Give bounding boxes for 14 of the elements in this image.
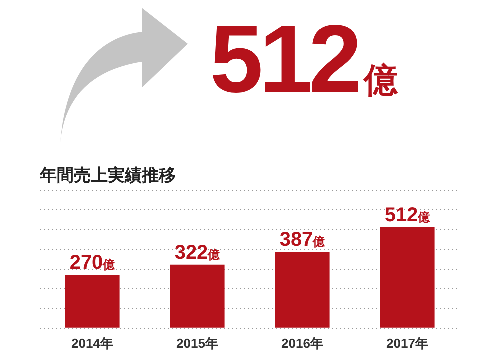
x-tick-label: 2014年 [72,336,114,351]
x-tick-label: 2015年 [176,336,218,351]
bar [65,275,120,328]
bar [275,252,330,328]
chart-title: 年間売上実績推移 [39,166,176,185]
x-tick-label: 2017年 [386,336,428,351]
data-label: 322億 [174,242,222,264]
data-label: 387億 [280,229,326,252]
bar [170,264,225,328]
data-label: 512億 [384,204,432,226]
data-label: 270億 [70,252,116,274]
bar [380,227,435,328]
x-tick-label: 2016年 [282,336,324,351]
text: 512億 [210,6,398,113]
